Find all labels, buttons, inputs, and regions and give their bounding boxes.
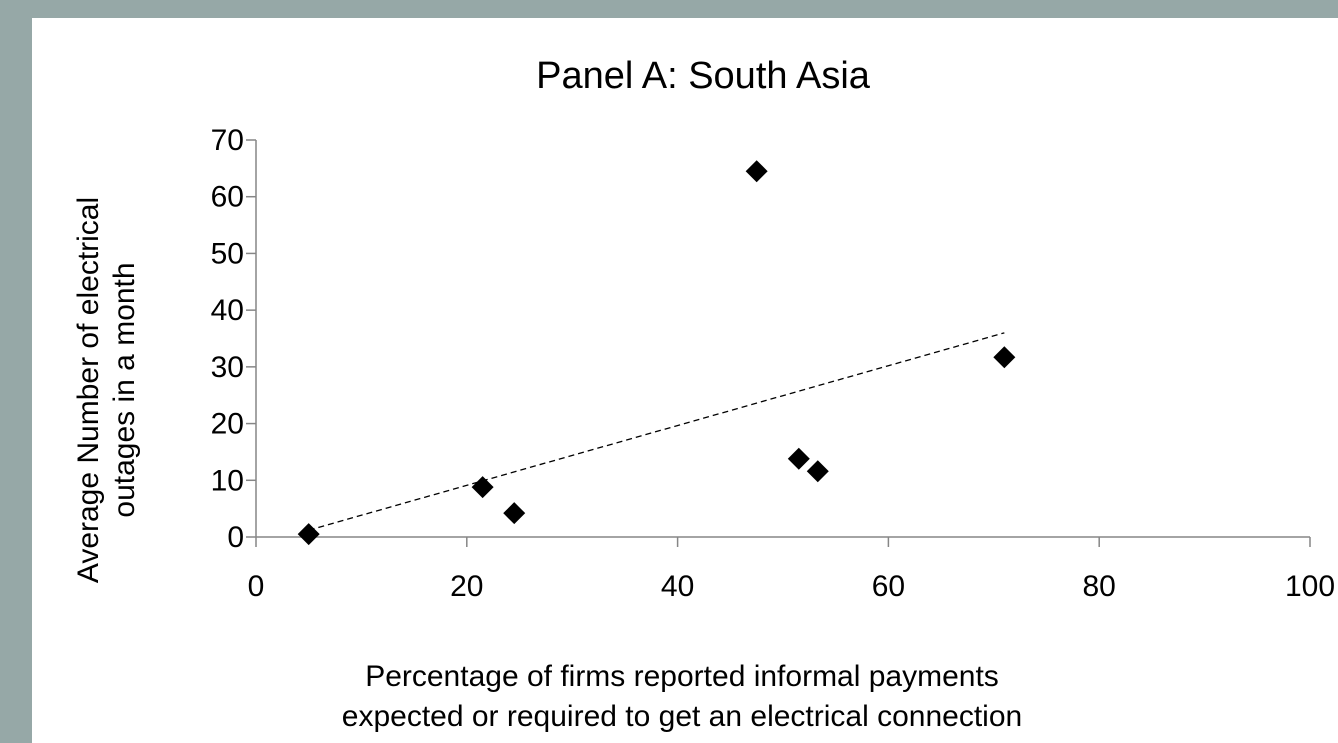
chart-panel bbox=[32, 18, 1338, 743]
y-axis-title-line-2: outages in a month bbox=[108, 262, 141, 517]
data-point bbox=[745, 160, 768, 183]
y-tick-label: 0 bbox=[227, 521, 244, 554]
y-axis-title-line-1: Average Number of electrical bbox=[72, 197, 105, 583]
data-point bbox=[503, 502, 526, 525]
y-tick-label: 70 bbox=[211, 124, 244, 157]
y-tick-label: 10 bbox=[211, 464, 244, 497]
data-point bbox=[806, 460, 829, 483]
x-axis-title-line-2: expected or required to get an electrica… bbox=[342, 700, 1022, 733]
x-axis-title-line-1: Percentage of firms reported informal pa… bbox=[365, 660, 999, 693]
x-tick-label: 60 bbox=[872, 570, 905, 603]
y-tick-label: 20 bbox=[211, 408, 244, 441]
x-tick-label: 100 bbox=[1285, 570, 1335, 603]
data-point bbox=[787, 447, 810, 470]
chart-title: Panel A: South Asia bbox=[536, 55, 871, 97]
trendline bbox=[308, 332, 1005, 531]
x-tick-label: 0 bbox=[248, 570, 265, 603]
trendline-group bbox=[308, 332, 1005, 531]
y-tick-label: 30 bbox=[211, 351, 244, 384]
x-tick-label: 40 bbox=[661, 570, 694, 603]
y-axis-title: Average Number of electrical outages in … bbox=[72, 197, 141, 583]
data-point bbox=[297, 523, 320, 546]
x-tick-label: 20 bbox=[450, 570, 483, 603]
data-points bbox=[297, 160, 1016, 546]
y-tick-label: 40 bbox=[211, 294, 244, 327]
x-tick-label: 80 bbox=[1083, 570, 1116, 603]
y-tick-label: 60 bbox=[211, 181, 244, 214]
x-axis-title: Percentage of firms reported informal pa… bbox=[342, 660, 1022, 733]
data-point bbox=[993, 346, 1016, 369]
axes: 0 10 20 30 40 50 60 70 0 20 40 60 80 100 bbox=[211, 124, 1335, 603]
data-point bbox=[471, 476, 494, 499]
y-tick-label: 50 bbox=[211, 237, 244, 270]
